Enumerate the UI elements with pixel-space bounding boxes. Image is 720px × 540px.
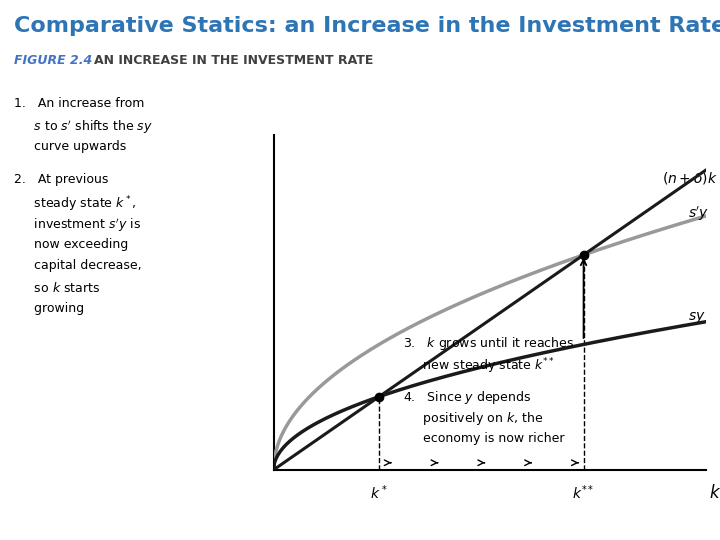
Text: economy is now richer: economy is now richer [403, 432, 564, 445]
Text: 2.   At previous: 2. At previous [14, 173, 109, 186]
Text: 3.   $k$ grows until it reaches: 3. $k$ grows until it reaches [403, 335, 575, 352]
Text: $s'y$: $s'y$ [688, 205, 710, 223]
Text: 4.   Since $y$ depends: 4. Since $y$ depends [403, 389, 531, 406]
Text: AN INCREASE IN THE INVESTMENT RATE: AN INCREASE IN THE INVESTMENT RATE [94, 54, 373, 67]
Text: capital decrease,: capital decrease, [14, 259, 142, 272]
Text: $k^*$: $k^*$ [370, 484, 388, 503]
Text: $sy$: $sy$ [688, 310, 706, 325]
Text: positively on $k$, the: positively on $k$, the [403, 410, 544, 427]
Text: $s$ to $s'$ shifts the $sy$: $s$ to $s'$ shifts the $sy$ [14, 119, 153, 136]
Text: FIGURE 2.4: FIGURE 2.4 [14, 54, 93, 67]
Text: curve upwards: curve upwards [14, 140, 127, 153]
Text: Comparative Statics: an Increase in the Investment Rate: Comparative Statics: an Increase in the … [14, 16, 720, 36]
Text: 1.   An increase from: 1. An increase from [14, 97, 145, 110]
Text: new steady state $k^{**}$: new steady state $k^{**}$ [403, 356, 555, 376]
Text: k: k [710, 484, 719, 502]
Text: investment $s'y$ is: investment $s'y$ is [14, 216, 141, 233]
Text: now exceeding: now exceeding [14, 238, 129, 251]
Text: $k^{**}$: $k^{**}$ [572, 484, 595, 503]
Text: steady state $k^*$,: steady state $k^*$, [14, 194, 137, 214]
Text: $(n+\delta)k$: $(n+\delta)k$ [662, 170, 718, 186]
Text: growing: growing [14, 302, 84, 315]
Text: so $k$ starts: so $k$ starts [14, 281, 101, 295]
